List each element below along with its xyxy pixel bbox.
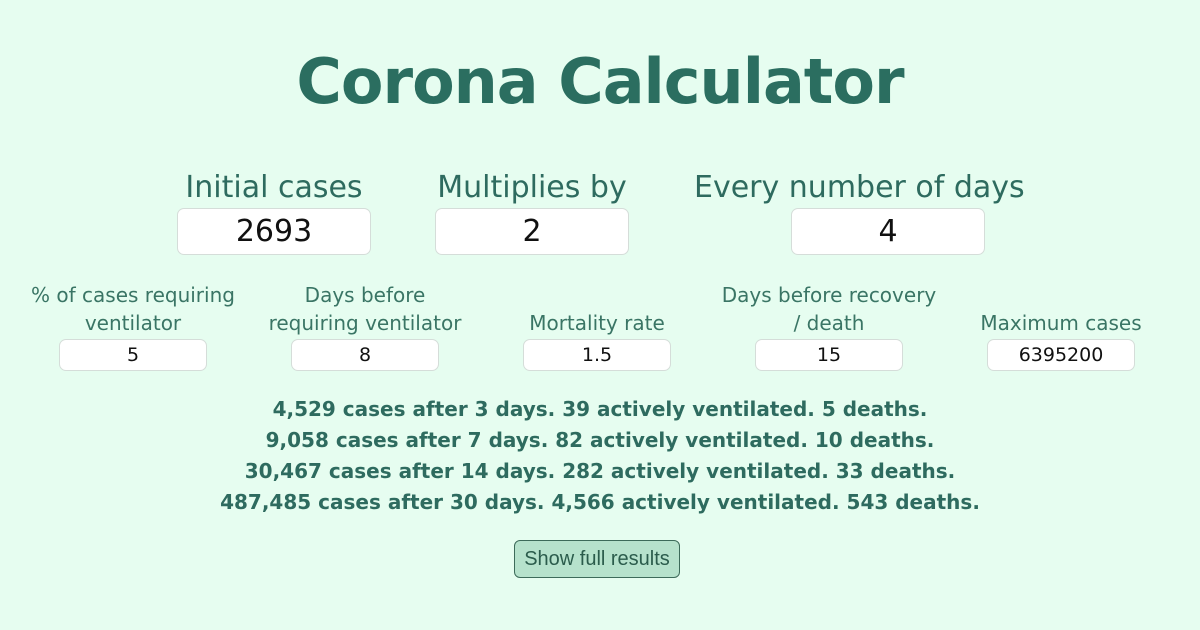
ventilator-pct-label-line2: ventilator: [84, 311, 182, 335]
maximum-cases-group: Maximum cases: [966, 309, 1156, 371]
maximum-cases-input[interactable]: [987, 339, 1135, 371]
days-before-ventilator-label-line1: Days before: [304, 283, 426, 307]
mortality-rate-label: Mortality rate: [529, 311, 665, 335]
initial-cases-input[interactable]: [177, 208, 371, 255]
result-line: 30,467 cases after 14 days. 282 actively…: [244, 459, 956, 483]
days-before-recovery-label-line1: Days before recovery: [721, 283, 937, 307]
mortality-rate-input[interactable]: [523, 339, 671, 371]
multiplies-by-input[interactable]: [435, 208, 629, 255]
ventilator-pct-input[interactable]: [59, 339, 207, 371]
maximum-cases-label: Maximum cases: [980, 311, 1142, 335]
days-before-ventilator-label-line2: requiring ventilator: [268, 311, 462, 335]
days-before-recovery-label-line2: / death: [793, 311, 865, 335]
days-before-ventilator-input[interactable]: [291, 339, 439, 371]
days-before-recovery-group: Days before recovery / death: [714, 281, 944, 371]
result-line: 9,058 cases after 7 days. 82 actively ve…: [265, 428, 935, 452]
initial-cases-label: Initial cases: [185, 170, 363, 205]
days-before-recovery-input[interactable]: [755, 339, 903, 371]
initial-cases-group: Initial cases: [177, 168, 371, 255]
days-before-ventilator-group: Days before requiring ventilator: [265, 281, 465, 371]
ventilator-pct-group: % of cases requiring ventilator: [28, 281, 238, 371]
multiplies-by-label: Multiplies by: [437, 170, 627, 205]
page-title: Corona Calculator: [296, 45, 904, 118]
ventilator-pct-label-line1: % of cases requiring: [31, 283, 235, 307]
every-days-group: Every number of days: [694, 168, 1025, 255]
results-summary: 4,529 cases after 3 days. 39 actively ve…: [0, 394, 1200, 518]
result-line: 4,529 cases after 3 days. 39 actively ve…: [272, 397, 928, 421]
show-full-results-button[interactable]: Show full results: [514, 540, 680, 578]
mortality-rate-group: Mortality rate: [507, 309, 687, 371]
result-line: 487,485 cases after 30 days. 4,566 activ…: [220, 490, 980, 514]
every-days-label: Every number of days: [694, 170, 1025, 205]
every-days-input[interactable]: [791, 208, 985, 255]
multiplies-by-group: Multiplies by: [435, 168, 629, 255]
